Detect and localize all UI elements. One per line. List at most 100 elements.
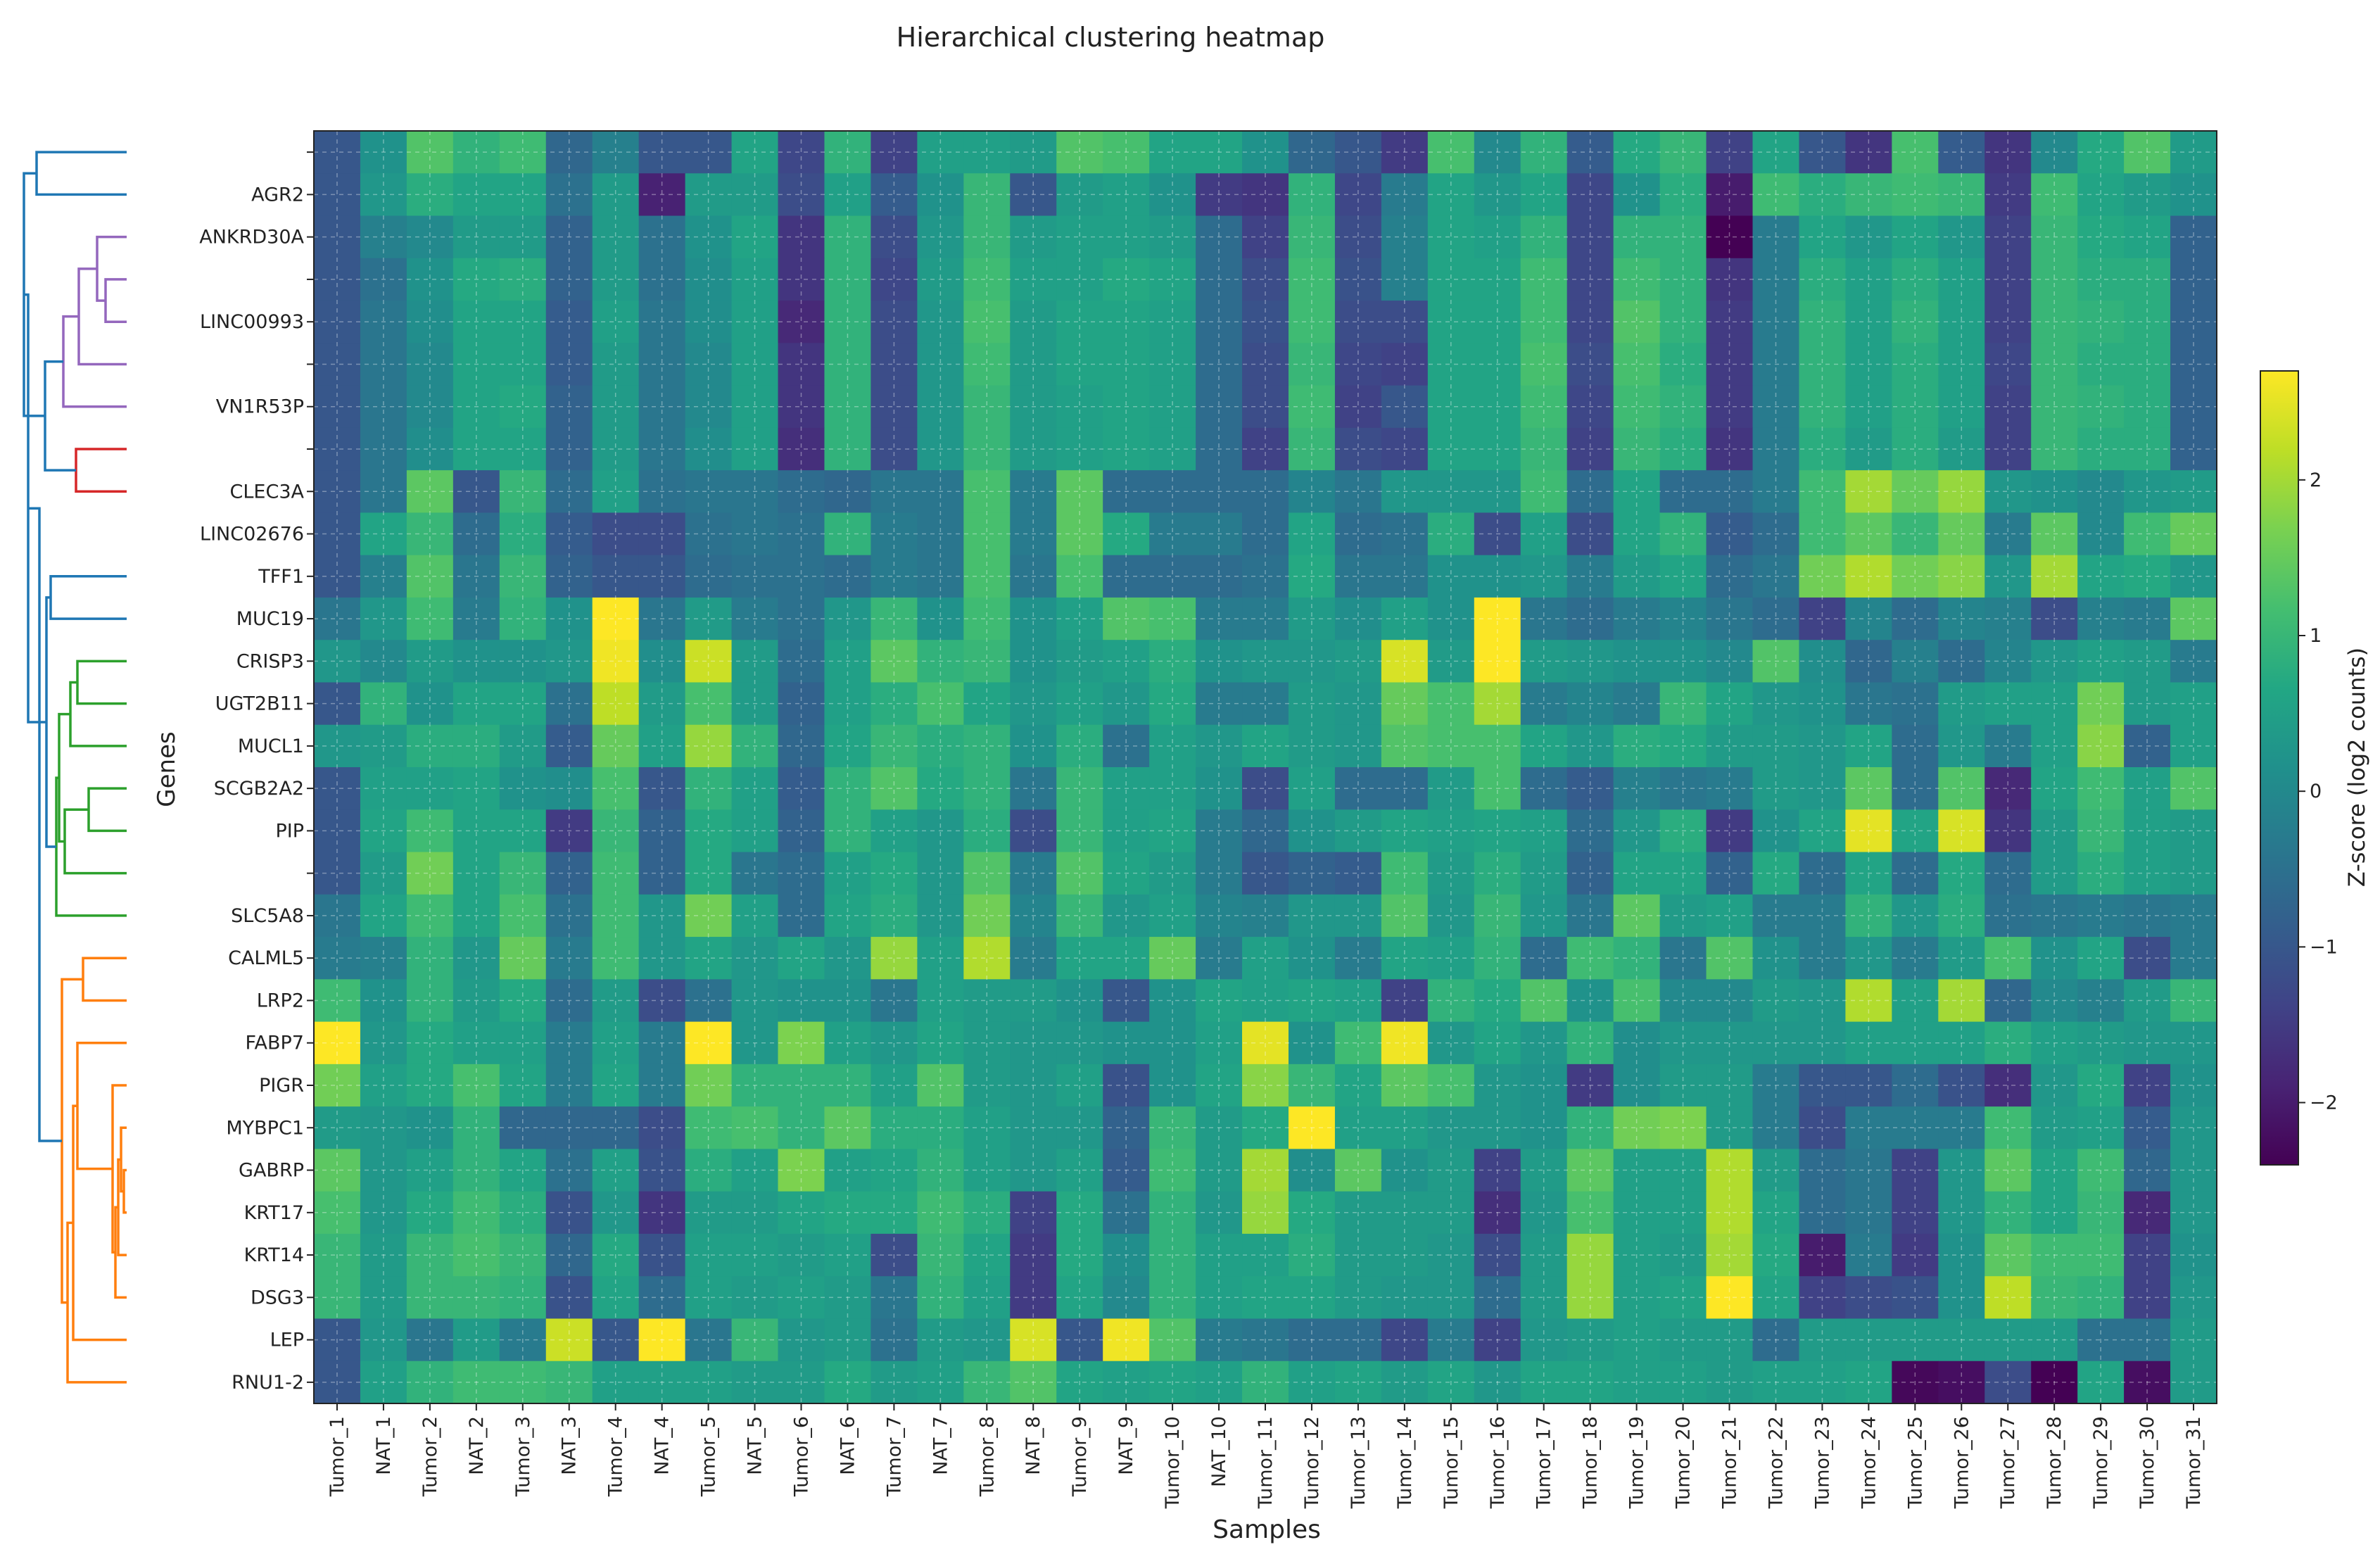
heatmap-cell (452, 894, 500, 938)
heatmap-cell (1706, 1233, 1754, 1277)
heatmap-cell (314, 215, 361, 259)
heatmap-cell (1520, 1021, 1568, 1065)
heatmap-cell (963, 1318, 1011, 1362)
heatmap-cell (963, 301, 1011, 343)
heatmap-cell (2124, 1318, 2171, 1362)
heatmap-cell (2170, 131, 2217, 174)
heatmap-cell (1427, 470, 1475, 513)
heatmap-cell (1985, 979, 2032, 1023)
heatmap-cell (1985, 470, 2032, 513)
heatmap-cell (1706, 555, 1754, 598)
heatmap-cell (638, 470, 686, 513)
heatmap-cell (1149, 1361, 1196, 1404)
heatmap-cell (638, 343, 686, 386)
heatmap-cell (638, 1276, 686, 1320)
heatmap-cell (1334, 131, 1382, 174)
heatmap-cell (592, 682, 640, 726)
heatmap-cell (452, 809, 500, 853)
heatmap-cell (2124, 1191, 2171, 1235)
heatmap-cell (2124, 724, 2171, 768)
heatmap-cell (1520, 131, 1568, 174)
heatmap-cell (871, 1021, 918, 1065)
heatmap-cell (1103, 131, 1150, 174)
heatmap-cell (2170, 470, 2217, 513)
heatmap-cell (1613, 470, 1661, 513)
heatmap-cell (1474, 767, 1521, 810)
heatmap-cell (2077, 852, 2125, 895)
heatmap-cell (1799, 597, 1846, 640)
heatmap-cell (917, 427, 964, 471)
heatmap-cell (1010, 470, 1057, 513)
heatmap-cell (360, 1361, 407, 1404)
heatmap-cell (685, 682, 733, 726)
heatmap-cell (1566, 852, 1614, 895)
heatmap-cell (1520, 470, 1568, 513)
heatmap-cell (638, 1063, 686, 1107)
heatmap-cell (1474, 1233, 1521, 1277)
heatmap-cell (2031, 343, 2078, 386)
x-tick-label: Tumor_29 (2090, 1416, 2112, 1509)
heatmap-cell (824, 173, 872, 217)
heatmap-cell (1056, 597, 1103, 640)
heatmap-cell (2124, 597, 2171, 640)
heatmap-cell (1149, 555, 1196, 598)
x-tick-label: Tumor_25 (1904, 1416, 1926, 1509)
heatmap-cell (2031, 809, 2078, 853)
heatmap-cell (1799, 1063, 1846, 1107)
heatmap-cell (1566, 767, 1614, 810)
heatmap-cell (1566, 640, 1614, 683)
heatmap-cell (1938, 597, 1985, 640)
heatmap-cell (592, 1233, 640, 1277)
heatmap-cell (545, 724, 593, 768)
heatmap-cell (871, 1191, 918, 1235)
heatmap-cell (2031, 1233, 2078, 1277)
heatmap-cell (1566, 1191, 1614, 1235)
heatmap-cell (2124, 1149, 2171, 1192)
heatmap-cell (452, 555, 500, 598)
heatmap-cell (1752, 470, 1800, 513)
heatmap-cell (1334, 809, 1382, 853)
heatmap-cell (1985, 1149, 2032, 1192)
heatmap-cell (592, 215, 640, 259)
heatmap-cell (1752, 301, 1800, 343)
heatmap-cell (1892, 512, 1939, 556)
heatmap-cell (917, 555, 964, 598)
heatmap-cell (778, 1106, 825, 1149)
heatmap-cell (1613, 1318, 1661, 1362)
heatmap-cell (1892, 979, 1939, 1023)
heatmap-cell (1706, 640, 1754, 683)
heatmap-cell (314, 597, 361, 640)
x-tick-label: Tumor_18 (1580, 1416, 1602, 1509)
heatmap-cell (406, 724, 454, 768)
heatmap-cell (1985, 937, 2032, 980)
heatmap-cell (1706, 258, 1754, 301)
heatmap-cell (2124, 1106, 2171, 1149)
heatmap-cell (871, 131, 918, 174)
heatmap-cell (452, 1361, 500, 1404)
heatmap-cell (1752, 1106, 1800, 1149)
heatmap-cell (1566, 937, 1614, 980)
y-tick-label: KRT14 (244, 1244, 304, 1266)
heatmap-cell (1892, 1021, 1939, 1065)
heatmap-cell (2124, 682, 2171, 726)
heatmap-cell (1288, 385, 1336, 429)
heatmap-cell (824, 1361, 872, 1404)
heatmap-cell (1892, 343, 1939, 386)
heatmap-cell (2124, 385, 2171, 429)
heatmap-cell (638, 767, 686, 810)
heatmap-cell (1288, 894, 1336, 938)
heatmap-cell (1242, 767, 1289, 810)
heatmap-cell (1845, 301, 1892, 343)
heatmap-cell (1938, 767, 1985, 810)
heatmap-cell (1845, 555, 1892, 598)
heatmap-cell (1103, 1063, 1150, 1107)
x-tick-label: Tumor_14 (1394, 1416, 1416, 1509)
heatmap-cell (314, 682, 361, 726)
heatmap-cell (1566, 512, 1614, 556)
heatmap-cell (2124, 301, 2171, 343)
heatmap-cell (1474, 894, 1521, 938)
heatmap-cell (1474, 215, 1521, 259)
heatmap-cell (452, 597, 500, 640)
heatmap-cell (1613, 173, 1661, 217)
